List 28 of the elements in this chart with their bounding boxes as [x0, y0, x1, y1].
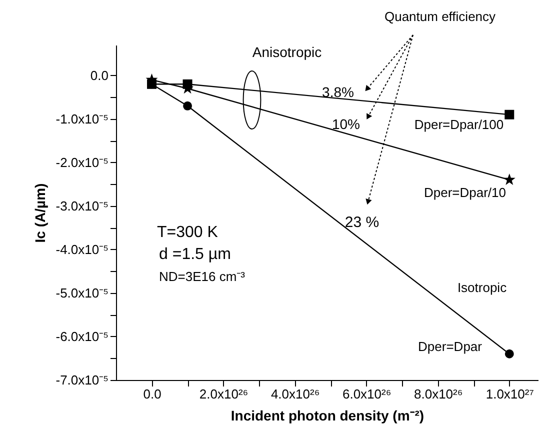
x-tick-label: 2.0x10²⁶	[199, 386, 248, 402]
x-tick-label: 1.0x10²⁷	[486, 386, 534, 402]
y-tick-label: -7.0x10⁻⁵	[56, 372, 108, 388]
annotation: T=300 K	[157, 224, 218, 241]
annotation: d =1.5 µm	[159, 246, 231, 263]
annotation: ND=3E16 cm⁻³	[159, 269, 246, 284]
y-tick-label: -3.0x10⁻⁵	[56, 198, 108, 214]
annotation: 10%	[332, 116, 360, 132]
x-tick-label: 6.0x10²⁶	[342, 386, 392, 402]
y-tick-label: -1.0x10⁻⁵	[56, 111, 108, 126]
annotation: Anisotropic	[252, 44, 322, 60]
x-tick-label: 8.0x10²⁶	[414, 386, 463, 402]
series-label: Dper=Dpar	[418, 339, 483, 354]
text: Quantum efficiency	[384, 9, 496, 24]
series-label: Dper=Dpar/100	[414, 117, 504, 132]
y-tick-label: 0.0	[90, 68, 108, 83]
x-tick-label: 0.0	[143, 386, 162, 402]
y-tick-label: -4.0x10⁻⁵	[56, 242, 108, 257]
annotation: 23 %	[344, 214, 380, 231]
x-axis-title: Incident photon density (m⁻²)	[230, 408, 424, 424]
annotation: Isotropic	[457, 280, 508, 295]
y-tick-label: -5.0x10⁻⁵	[56, 285, 108, 300]
annotation: 3.8%	[322, 84, 354, 100]
y-tick-label: -6.0x10⁻⁵	[56, 328, 108, 344]
x-tick-label: 4.0x10²⁶	[270, 386, 320, 402]
series-label: Dper=Dpar/10	[424, 185, 506, 200]
y-tick-label: -2.0x10⁻⁵	[56, 154, 108, 170]
y-axis-title: Ic (A/µm)	[32, 183, 48, 243]
